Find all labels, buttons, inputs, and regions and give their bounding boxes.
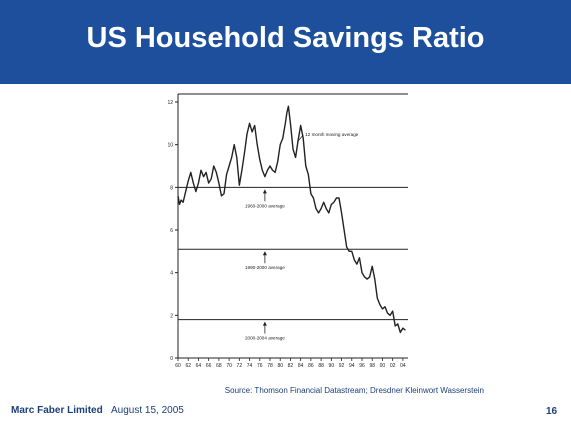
page-number: 16 xyxy=(546,406,558,417)
reference-arrowhead xyxy=(262,321,267,326)
company-name: Marc Faber Limited xyxy=(11,405,103,416)
y-tick-label: 8 xyxy=(170,185,173,191)
x-tick-label: 72 xyxy=(237,363,243,369)
x-tick-label: 60 xyxy=(175,363,181,369)
slide-title: US Household Savings Ratio xyxy=(86,22,485,54)
reference-line-label: 2000-2004 average xyxy=(245,336,285,341)
reference-line-label: 1960-2000 average xyxy=(245,203,285,208)
y-tick-label: 6 xyxy=(170,228,173,234)
x-tick-label: 64 xyxy=(196,363,202,369)
reference-arrowhead xyxy=(262,251,267,256)
x-tick-label: 90 xyxy=(329,363,335,369)
x-tick-label: 66 xyxy=(206,363,212,369)
y-tick-label: 10 xyxy=(167,143,173,149)
y-tick-label: 2 xyxy=(170,313,173,319)
x-tick-label: 98 xyxy=(369,363,375,369)
x-tick-label: 74 xyxy=(247,363,253,369)
x-tick-label: 94 xyxy=(349,363,355,369)
source-note: Source: Thomson Financial Datastream; Dr… xyxy=(224,386,484,395)
annotation-label: 12 month moving average xyxy=(305,132,359,137)
x-tick-label: 86 xyxy=(308,363,314,369)
reference-arrowhead xyxy=(262,189,267,194)
x-tick-label: 78 xyxy=(267,363,273,369)
chart-container: 0 2 4 6 8 10 12 60 62 64 66 68 70 72 74 76 78 80 82 84 86 88 9… xyxy=(158,88,414,372)
y-tick-label: 0 xyxy=(170,356,173,362)
reference-line-label: 1990-2000 average xyxy=(245,265,285,270)
x-tick-label: 96 xyxy=(359,363,365,369)
x-tick-label: 68 xyxy=(216,363,222,369)
x-tick-label: 82 xyxy=(288,363,294,369)
x-tick-label: 00 xyxy=(380,363,386,369)
x-tick-label: 04 xyxy=(400,363,406,369)
x-tick-label: 62 xyxy=(185,363,191,369)
x-tick-label: 80 xyxy=(277,363,283,369)
x-tick-label: 92 xyxy=(339,363,345,369)
x-tick-label: 02 xyxy=(390,363,396,369)
y-tick-label: 12 xyxy=(167,100,173,106)
x-tick-label: 70 xyxy=(226,363,232,369)
x-tick-label: 84 xyxy=(298,363,304,369)
annotation-pointer xyxy=(296,134,304,143)
savings-ratio-line xyxy=(177,105,406,334)
reference-lines xyxy=(178,186,408,334)
title-bar xyxy=(0,0,571,84)
y-tick-label: 4 xyxy=(170,271,173,277)
x-tick-label: 88 xyxy=(318,363,324,369)
x-tick-label: 76 xyxy=(257,363,263,369)
chart-annotations: 1960-2000 average 1990-2000 average 2000-2… xyxy=(245,132,359,341)
slide-date: August 15, 2005 xyxy=(111,405,184,416)
